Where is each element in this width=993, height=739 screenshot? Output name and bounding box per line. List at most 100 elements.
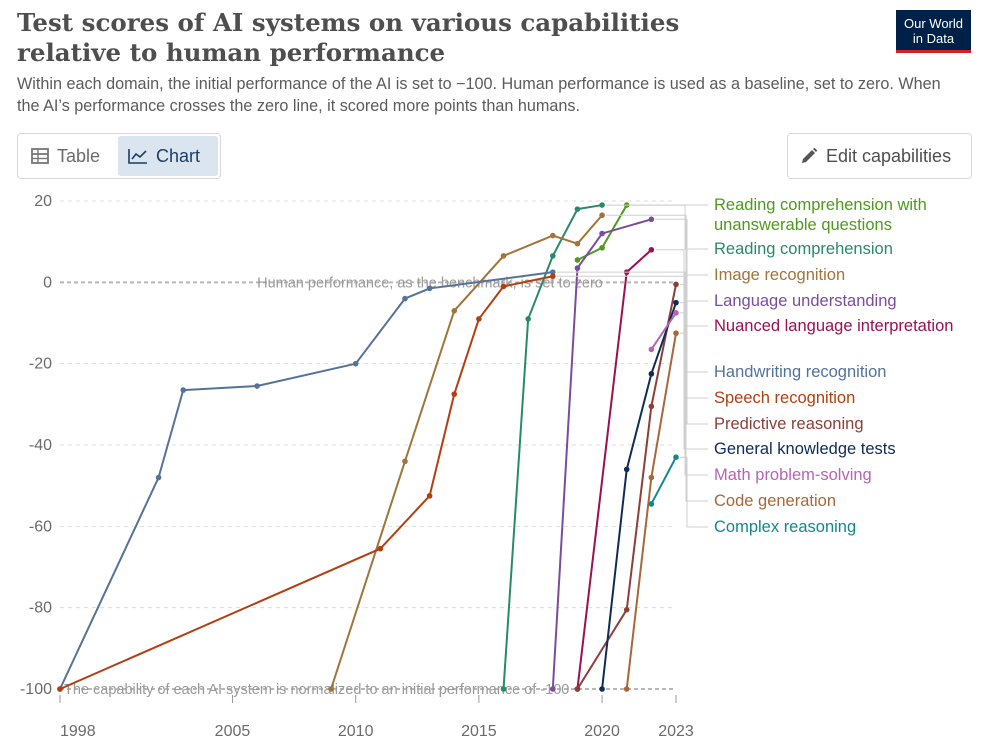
legend-item[interactable]: General knowledge tests — [714, 440, 896, 458]
legend-connector — [655, 218, 708, 302]
data-point[interactable] — [550, 253, 556, 259]
data-point[interactable] — [599, 686, 605, 692]
data-point[interactable] — [402, 458, 408, 465]
data-point[interactable] — [550, 273, 556, 280]
logo-line-2: in Data — [912, 31, 955, 46]
legend-item[interactable]: Speech recognition — [714, 389, 856, 407]
series-general-knowledge-tests[interactable] — [599, 299, 679, 692]
tab-table[interactable]: Table — [21, 136, 117, 176]
legend-item[interactable]: Nuanced language interpretation — [714, 317, 954, 335]
legend-item[interactable]: Code generation — [714, 492, 837, 510]
data-point[interactable] — [451, 308, 458, 314]
legend-item[interactable]: Handwriting recognition — [714, 363, 887, 381]
series-predictive-reasoning[interactable] — [574, 281, 679, 692]
series-line[interactable] — [551, 218, 652, 690]
data-point[interactable] — [599, 230, 605, 237]
series-line[interactable] — [650, 312, 677, 350]
data-point[interactable] — [648, 474, 655, 481]
legend-connector — [606, 214, 708, 276]
y-tick-label: -100 — [20, 681, 52, 698]
data-point[interactable] — [623, 466, 630, 473]
series-language-understanding[interactable] — [550, 216, 655, 692]
series-code-generation[interactable] — [623, 330, 679, 692]
series-line[interactable] — [59, 275, 554, 690]
data-point[interactable] — [328, 686, 334, 692]
data-point[interactable] — [673, 310, 679, 316]
data-point[interactable] — [673, 281, 679, 288]
legend-item[interactable]: Reading comprehension — [714, 240, 893, 258]
series-complex-reasoning[interactable] — [648, 454, 679, 507]
legend-item[interactable]: Language understanding — [714, 292, 897, 310]
legend-item[interactable]: Reading comprehension with unanswerable … — [714, 196, 927, 234]
legend-item[interactable]: Math problem-solving — [714, 466, 872, 484]
table-icon — [31, 148, 49, 164]
data-point[interactable] — [180, 387, 186, 393]
data-point[interactable] — [673, 299, 679, 306]
data-point[interactable] — [673, 454, 679, 461]
data-point[interactable] — [648, 371, 655, 377]
baseline-annotation: The capability of each AI system is norm… — [64, 682, 569, 698]
data-point[interactable] — [254, 383, 260, 389]
data-point[interactable] — [673, 330, 679, 336]
data-point[interactable] — [500, 253, 507, 259]
x-tick-label: 2023 — [658, 723, 694, 739]
data-point[interactable] — [574, 265, 581, 271]
data-point[interactable] — [648, 247, 655, 253]
y-tick-label: -20 — [29, 356, 52, 373]
data-point[interactable] — [550, 269, 556, 275]
data-point[interactable] — [574, 686, 581, 692]
data-point[interactable] — [550, 232, 556, 239]
data-point[interactable] — [574, 240, 581, 247]
data-point[interactable] — [623, 606, 630, 613]
chart-title: Test scores of AI systems on various cap… — [17, 8, 680, 67]
series-speech-recognition[interactable] — [57, 273, 556, 692]
x-tick-label: 2015 — [461, 723, 497, 739]
data-point[interactable] — [599, 212, 605, 219]
data-point[interactable] — [426, 493, 433, 499]
y-tick-label: -80 — [29, 600, 52, 617]
data-point[interactable] — [648, 216, 655, 223]
data-point[interactable] — [500, 686, 507, 692]
series-math-problem-solving[interactable] — [648, 310, 679, 353]
legend-item[interactable]: Image recognition — [714, 266, 846, 284]
data-point[interactable] — [550, 686, 556, 692]
series-line[interactable] — [650, 456, 677, 505]
series-image-recognition[interactable] — [328, 212, 605, 692]
data-point[interactable] — [648, 403, 655, 410]
data-point[interactable] — [352, 360, 359, 367]
view-tabs: Table Chart — [17, 133, 221, 179]
zero-line-annotation: Human performance, as the benchmark, is … — [257, 275, 603, 291]
legend-connector — [680, 302, 708, 450]
data-point[interactable] — [377, 545, 384, 552]
edit-capabilities-button[interactable]: Edit capabilities — [787, 133, 972, 179]
series-line[interactable] — [59, 271, 553, 690]
x-tick-label: 2010 — [338, 723, 374, 739]
series-line[interactable] — [625, 332, 677, 690]
data-point[interactable] — [402, 295, 408, 302]
data-point[interactable] — [155, 474, 162, 481]
series-handwriting-recognition[interactable] — [57, 269, 556, 692]
data-point[interactable] — [574, 257, 581, 263]
series-reading-comprehension[interactable] — [500, 202, 605, 692]
data-point[interactable] — [451, 391, 458, 397]
data-point[interactable] — [525, 316, 531, 322]
tab-chart[interactable]: Chart — [118, 136, 218, 176]
data-point[interactable] — [648, 346, 655, 353]
data-point[interactable] — [476, 316, 482, 322]
series-nuanced-language-interpretation[interactable] — [574, 247, 655, 692]
legend-item[interactable]: Predictive reasoning — [714, 415, 864, 433]
series-line[interactable] — [576, 249, 653, 690]
series-line[interactable] — [601, 302, 677, 690]
tab-chart-label: Chart — [156, 145, 201, 166]
data-point[interactable] — [426, 285, 433, 292]
series-line[interactable] — [576, 284, 677, 690]
data-point[interactable] — [574, 206, 581, 212]
data-point[interactable] — [648, 501, 655, 507]
data-point[interactable] — [57, 686, 63, 692]
owid-logo[interactable]: Our World in Data — [896, 10, 971, 53]
data-point[interactable] — [623, 686, 630, 692]
data-point[interactable] — [500, 283, 507, 290]
data-point[interactable] — [599, 244, 605, 251]
data-point[interactable] — [599, 202, 605, 208]
legend-item[interactable]: Complex reasoning — [714, 518, 857, 536]
